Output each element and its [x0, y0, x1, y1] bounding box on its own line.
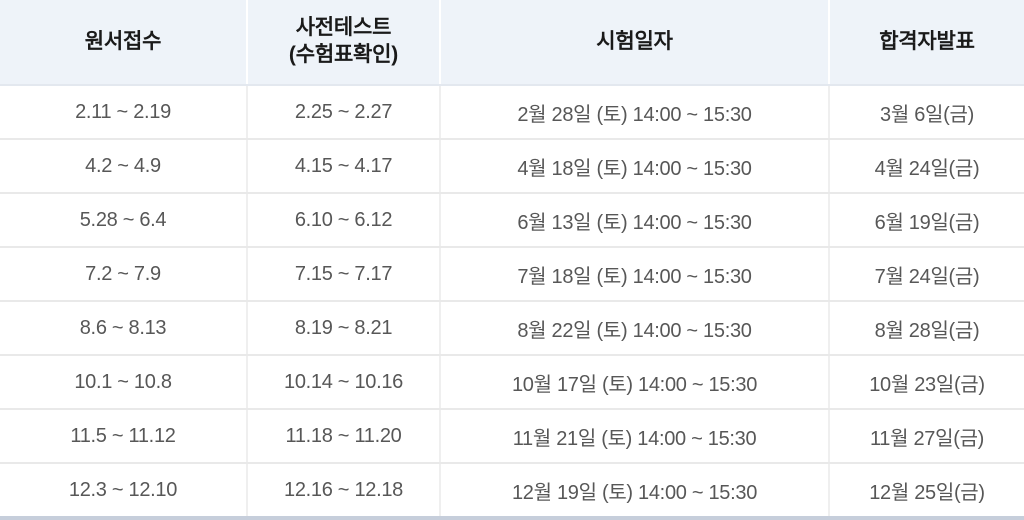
- cell-result-date: 8월 28일(금): [829, 301, 1024, 356]
- cell-application-period: 2.11 ~ 2.19: [0, 85, 248, 140]
- cell-application-period: 8.6 ~ 8.13: [0, 301, 248, 356]
- cell-exam-datetime: 6월 13일 (토) 14:00 ~ 15:30: [440, 193, 830, 248]
- cell-result-date: 6월 19일(금): [829, 193, 1024, 248]
- cell-pretest-period: 4.15 ~ 4.17: [247, 139, 441, 194]
- column-header-application-period: 원서접수: [0, 0, 248, 86]
- column-header-line: 합격자발표: [879, 29, 975, 53]
- cell-exam-datetime: 8월 22일 (토) 14:00 ~ 15:30: [440, 301, 830, 356]
- cell-application-period: 11.5 ~ 11.12: [0, 409, 248, 464]
- cell-exam-datetime: 11월 21일 (토) 14:00 ~ 15:30: [440, 409, 830, 464]
- cell-exam-datetime: 7월 18일 (토) 14:00 ~ 15:30: [440, 247, 830, 302]
- cell-exam-datetime: 2월 28일 (토) 14:00 ~ 15:30: [440, 85, 830, 140]
- column-header-exam-datetime: 시험일자: [440, 0, 830, 86]
- cell-exam-datetime: 12월 19일 (토) 14:00 ~ 15:30: [440, 463, 830, 518]
- cell-pretest-period: 12.16 ~ 12.18: [247, 463, 441, 518]
- cell-result-date: 11월 27일(금): [829, 409, 1024, 464]
- cell-result-date: 10월 23일(금): [829, 355, 1024, 410]
- cell-application-period: 5.28 ~ 6.4: [0, 193, 248, 248]
- cell-pretest-period: 2.25 ~ 2.27: [247, 85, 441, 140]
- table-row: 10.1 ~ 10.8 10.14 ~ 10.16 10월 17일 (토) 14:0…: [0, 355, 1024, 410]
- column-header-line: (수험표확인): [288, 43, 399, 66]
- table-header-row: 원서접수 사전테스트 (수험표확인) 시험일자 합격자발표: [0, 0, 1024, 86]
- table-row: 5.28 ~ 6.4 6.10 ~ 6.12 6월 13일 (토) 14:00 ~ …: [0, 193, 1024, 248]
- column-header-pretest-period: 사전테스트 (수험표확인): [247, 0, 441, 86]
- column-header-line: 원서접수: [84, 29, 162, 53]
- table-row: 4.2 ~ 4.9 4.15 ~ 4.17 4월 18일 (토) 14:00 ~ 1…: [0, 139, 1024, 194]
- table-header: 원서접수 사전테스트 (수험표확인) 시험일자 합격자발표: [0, 0, 1024, 86]
- cell-application-period: 7.2 ~ 7.9: [0, 247, 248, 302]
- table-row: 2.11 ~ 2.19 2.25 ~ 2.27 2월 28일 (토) 14:00 ~…: [0, 85, 1024, 140]
- cell-application-period: 10.1 ~ 10.8: [0, 355, 248, 410]
- cell-pretest-period: 7.15 ~ 7.17: [247, 247, 441, 302]
- cell-exam-datetime: 4월 18일 (토) 14:00 ~ 15:30: [440, 139, 830, 194]
- cell-exam-datetime: 10월 17일 (토) 14:00 ~ 15:30: [440, 355, 830, 410]
- cell-pretest-period: 10.14 ~ 10.16: [247, 355, 441, 410]
- cell-result-date: 12월 25일(금): [829, 463, 1024, 518]
- table-row: 7.2 ~ 7.9 7.15 ~ 7.17 7월 18일 (토) 14:00 ~ 1…: [0, 247, 1024, 302]
- cell-result-date: 3월 6일(금): [829, 85, 1024, 140]
- cell-pretest-period: 11.18 ~ 11.20: [247, 409, 441, 464]
- column-header-result-date: 합격자발표: [829, 0, 1024, 86]
- cell-result-date: 4월 24일(금): [829, 139, 1024, 194]
- cell-pretest-period: 6.10 ~ 6.12: [247, 193, 441, 248]
- table-row: 8.6 ~ 8.13 8.19 ~ 8.21 8월 22일 (토) 14:00 ~ …: [0, 301, 1024, 356]
- table-body: 2.11 ~ 2.19 2.25 ~ 2.27 2월 28일 (토) 14:00 ~…: [0, 85, 1024, 518]
- column-header-line: 사전테스트: [295, 16, 392, 40]
- cell-application-period: 4.2 ~ 4.9: [0, 139, 248, 194]
- cell-application-period: 12.3 ~ 12.10: [0, 463, 248, 518]
- column-header-line: 시험일자: [596, 29, 673, 53]
- table-row: 11.5 ~ 11.12 11.18 ~ 11.20 11월 21일 (토) 14:…: [0, 409, 1024, 464]
- cell-pretest-period: 8.19 ~ 8.21: [247, 301, 441, 356]
- cell-result-date: 7월 24일(금): [829, 247, 1024, 302]
- table-row: 12.3 ~ 12.10 12.16 ~ 12.18 12월 19일 (토) 14:…: [0, 463, 1024, 518]
